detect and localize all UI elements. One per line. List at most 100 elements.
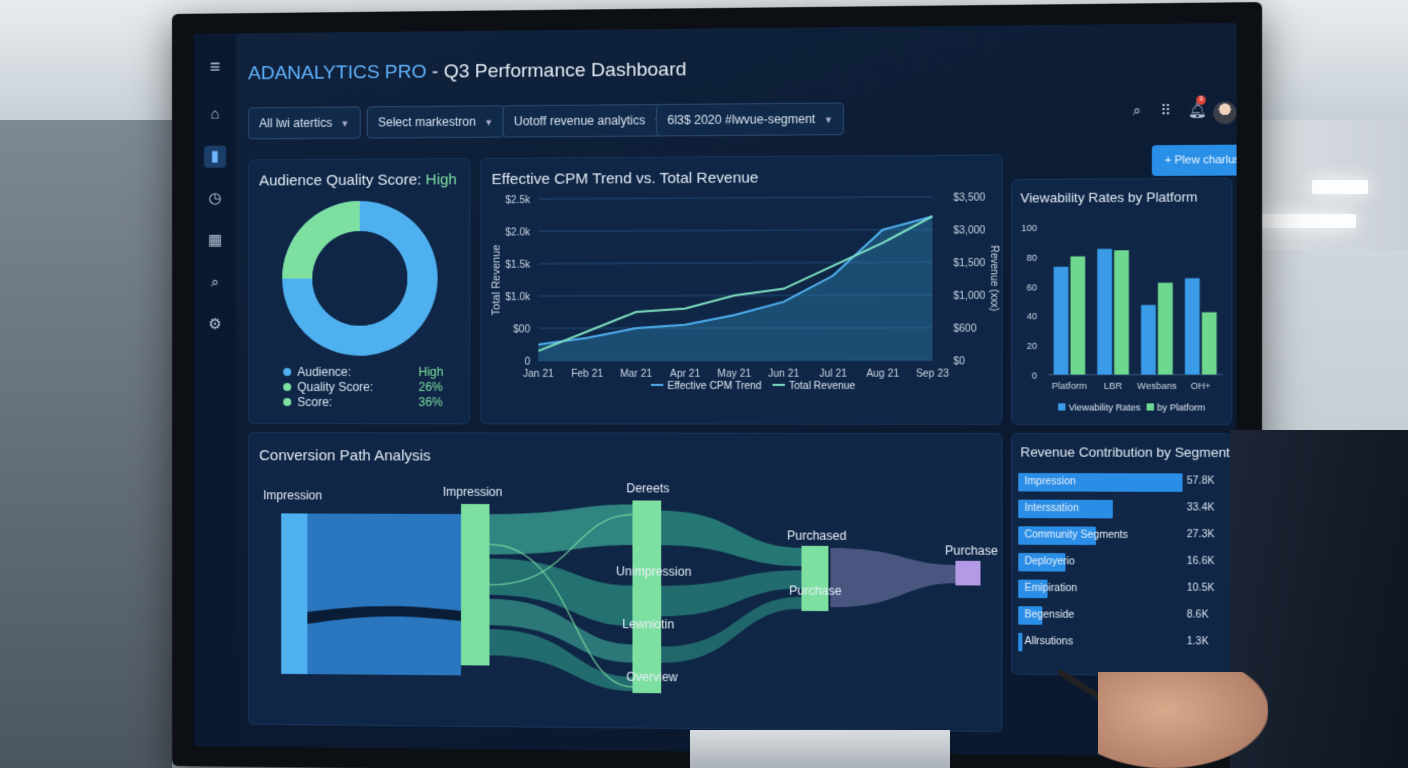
- filter-dropdown-1[interactable]: All lwi atertics ▼: [248, 106, 361, 140]
- dashboard-screen: ≡ ⌂ ▮ ◷ ▦ ⌕ ⚙ ADANALYTICS PRO - Q3 Perfo…: [193, 22, 1237, 758]
- y-tick-label: $2.5k: [505, 195, 530, 206]
- segment-value: 10.5K: [1186, 582, 1215, 595]
- audience-legend-row: Quality Score: 26%: [283, 380, 443, 394]
- y-tick-label: $2.0k: [505, 227, 530, 238]
- filter-label: Uotoff revenue analytics: [513, 113, 646, 129]
- filter-dropdown-3[interactable]: Uotoff revenue analytics▼: [502, 103, 675, 138]
- segment-label: Deployerio: [1024, 556, 1075, 568]
- menu-icon[interactable]: ≡: [209, 56, 221, 77]
- monitor-stand: [690, 730, 950, 768]
- y-tick-label: $00: [513, 324, 530, 335]
- segment-value: 16.6K: [1186, 555, 1215, 568]
- sankey-node: [461, 503, 490, 666]
- bar: [1053, 266, 1069, 375]
- search-icon[interactable]: ⌕: [1132, 102, 1142, 119]
- sankey-node: [801, 545, 829, 612]
- x-tick-label: Jun 21: [768, 369, 799, 380]
- x-tick-label: Sep 23: [916, 369, 950, 380]
- sankey-flow: [661, 510, 802, 567]
- sankey-label: Dereets: [626, 481, 669, 495]
- x-tick-label: Platform: [1052, 381, 1087, 391]
- x-tick-label: Wesbans: [1137, 381, 1177, 391]
- filter-dropdown-4[interactable]: 6l3$ 2020 #lwvue-segment ▼: [656, 102, 845, 137]
- y-tick-label: 0: [525, 357, 531, 368]
- presenter-hand: [1098, 672, 1268, 768]
- sankey-flow: [307, 605, 462, 625]
- bar-chart-icon[interactable]: ▮: [203, 145, 227, 168]
- sankey-label: Overview: [626, 670, 678, 685]
- avatar[interactable]: [1213, 101, 1237, 125]
- sankey-label: Purchase: [945, 543, 998, 558]
- sankey-node: [955, 560, 981, 586]
- grid-line: [538, 197, 932, 199]
- segment-value: 57.8K: [1186, 475, 1215, 487]
- sankey-flow: [307, 513, 462, 676]
- sankey-label: Impression: [263, 488, 322, 502]
- viewability-panel: Viewability Rates by Platform 100 80 60 40 2…: [1010, 177, 1233, 426]
- audience-donut: [277, 195, 443, 360]
- legend-label: Effective CPM Trend: [667, 381, 761, 392]
- y2-tick-label: $3,500: [953, 192, 985, 203]
- bell-icon[interactable]: 🔔︎: [1187, 101, 1207, 119]
- segment-label: Interssation: [1024, 502, 1079, 515]
- sankey-node: [281, 513, 308, 675]
- sidebar: ≡ ⌂ ▮ ◷ ▦ ⌕ ⚙: [193, 33, 237, 747]
- legend-swatch: [1058, 403, 1066, 411]
- clock-icon[interactable]: ◷: [208, 189, 222, 207]
- audience-title-label: Audience Quality Score:: [259, 171, 422, 190]
- ceiling-light: [1312, 180, 1368, 194]
- sankey-flow: [489, 598, 633, 663]
- x-tick-label: Jul 21: [819, 369, 847, 380]
- y-tick-label: 100: [1021, 223, 1037, 233]
- audience-score: High: [425, 171, 457, 189]
- chevron-down-icon: ▼: [340, 118, 350, 129]
- cpm-trend-panel: Effective CPM Trend vs. Total Revenue $2…: [480, 154, 1003, 425]
- legend-label: by Platform: [1157, 402, 1205, 412]
- y2-tick-label: $600: [953, 323, 977, 334]
- audience-legend-row: Audience: High: [283, 365, 443, 379]
- x-tick-label: Jan 21: [523, 369, 554, 380]
- y-tick-label: $1.5k: [505, 260, 530, 271]
- dashboard-title: - Q3 Performance Dashboard: [426, 59, 687, 83]
- filter-dropdown-2[interactable]: Select markestron ▼: [366, 105, 505, 139]
- segment-bar: [1018, 632, 1023, 652]
- chevron-down-icon: ▼: [823, 114, 833, 126]
- y-axis-label: Total Revenue: [490, 244, 502, 315]
- sankey-label: Impression: [443, 485, 503, 499]
- y-tick-label: 80: [1027, 252, 1037, 262]
- search-icon[interactable]: ⌕: [210, 273, 220, 291]
- segment-label: Impression: [1024, 476, 1076, 488]
- bar: [1157, 282, 1173, 375]
- sankey-label: Purchase: [789, 583, 842, 598]
- brand-name: ADANALYTICS PRO: [248, 61, 427, 85]
- sankey-diagram: Impression Impression Dereets Unimpressi…: [263, 481, 998, 694]
- monitor: ≡ ⌂ ▮ ◷ ▦ ⌕ ⚙ ADANALYTICS PRO - Q3 Perfo…: [172, 2, 1263, 768]
- sankey-flow: [830, 547, 956, 608]
- chevron-down-icon: ▼: [484, 117, 494, 128]
- left-wall: [0, 120, 172, 768]
- x-tick-label: Feb 21: [571, 369, 603, 380]
- x-tick-label: Aug 21: [866, 369, 899, 380]
- segment-value: 33.4K: [1186, 502, 1215, 514]
- segment-value: 1.3K: [1186, 636, 1209, 648]
- apps-grid-icon[interactable]: ⠿: [1160, 101, 1172, 119]
- calendar-icon[interactable]: ▦: [207, 231, 223, 249]
- new-chart-button[interactable]: + Plew charlus: [1151, 144, 1237, 177]
- gear-icon[interactable]: ⚙: [208, 315, 222, 333]
- ceiling-light: [1256, 214, 1356, 228]
- notification-badge: 3: [1196, 95, 1206, 105]
- legend-label: Total Revenue: [789, 381, 856, 392]
- home-icon[interactable]: ⌂: [210, 105, 220, 123]
- legend-swatch: [1146, 403, 1154, 411]
- filter-label: Select markestron: [377, 114, 476, 130]
- bar: [1097, 248, 1113, 375]
- y-tick-label: $1.0k: [505, 292, 530, 303]
- grid-line: [538, 230, 932, 232]
- sankey-node: [632, 500, 662, 694]
- segment-label: Begenside: [1024, 609, 1075, 621]
- segment-chart-title: Revenue Contribution by Segment: [1020, 444, 1230, 461]
- y2-tick-label: $1,000: [953, 291, 985, 302]
- sankey-label: Purchased: [787, 528, 846, 543]
- segment-label: Allrsutions: [1024, 635, 1073, 648]
- sankey-flow: [489, 504, 633, 556]
